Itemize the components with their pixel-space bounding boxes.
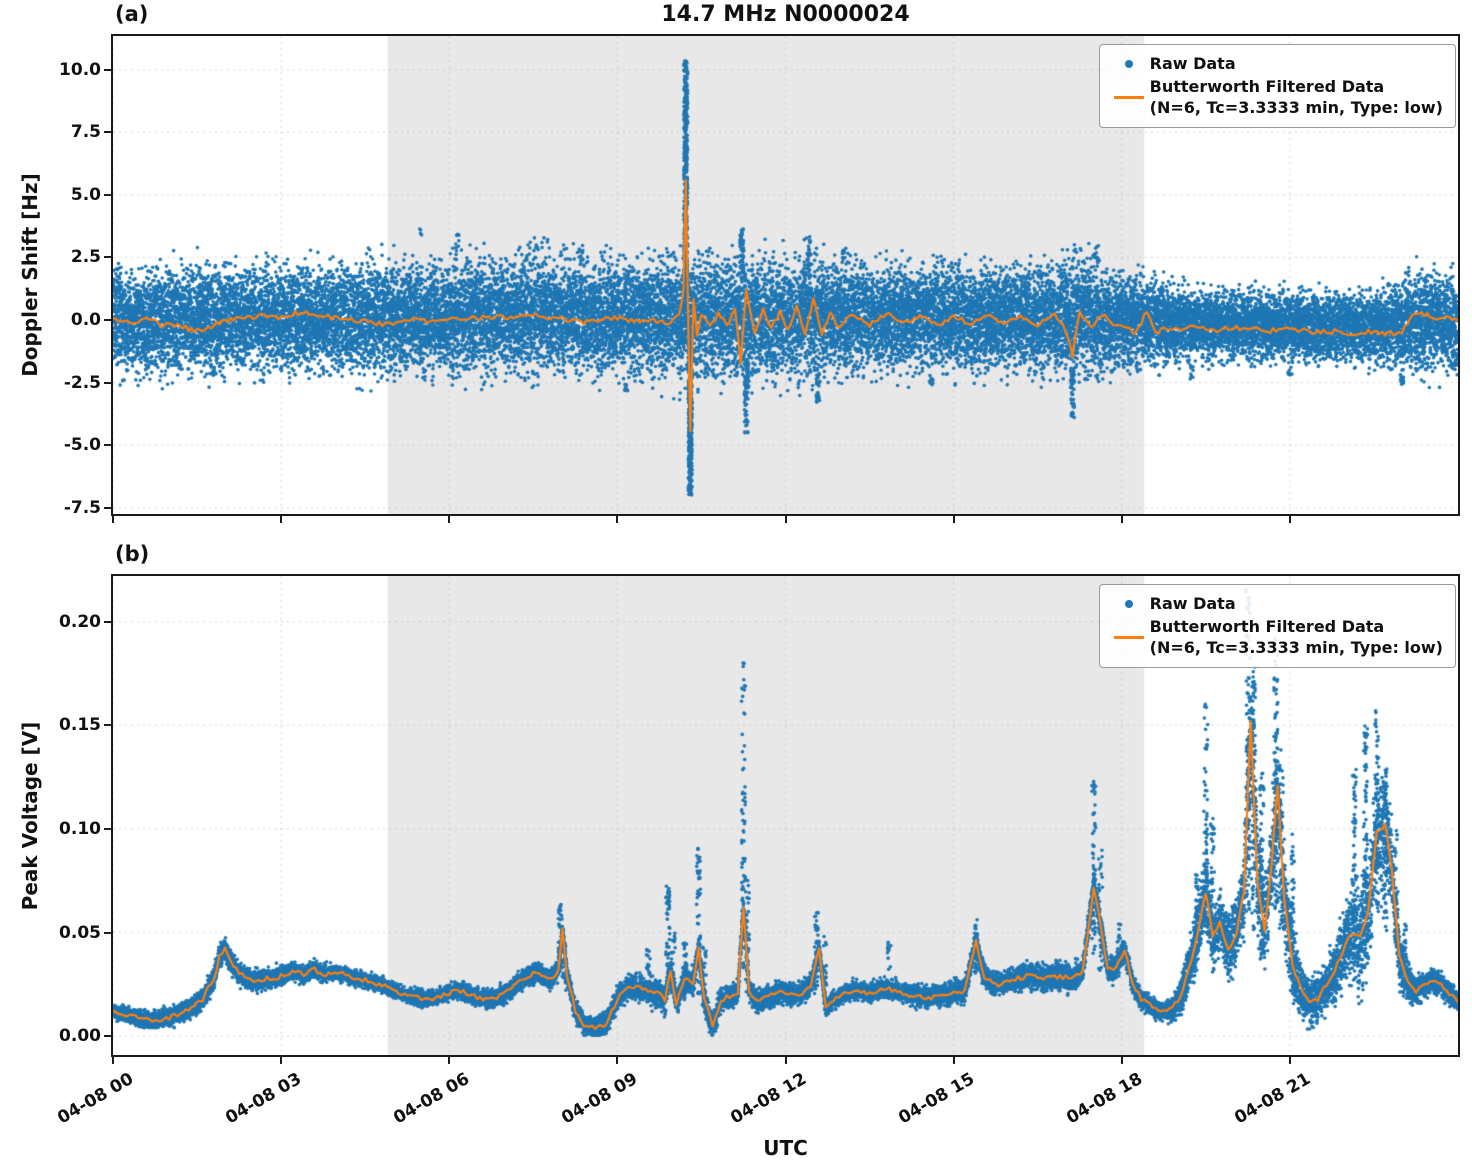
legend-filtered-label: Butterworth Filtered Data: [1149, 616, 1385, 636]
x-tick-label: 04-08 18: [1063, 1069, 1146, 1129]
x-tick-mark: [616, 516, 619, 523]
x-tick-mark: [1288, 1057, 1291, 1064]
legend-filtered-label: Butterworth Filtered Data: [1149, 76, 1385, 96]
y-tick-label: 0.15: [59, 715, 101, 736]
x-tick-label: 04-08 06: [390, 1069, 474, 1129]
legend-raw-label: Raw Data: [1149, 54, 1236, 73]
x-tick-label: 04-08 15: [894, 1069, 978, 1129]
legend-filtered-sublabel: (N=6, Tc=3.3333 min, Type: low): [1149, 97, 1443, 117]
y-tick-label: 0.10: [59, 818, 101, 839]
x-tick-label: 04-08 12: [726, 1069, 810, 1129]
y-tick-mark: [104, 506, 111, 509]
y-tick-mark: [104, 827, 111, 830]
x-tick-mark: [784, 1057, 787, 1064]
y-tick-label: 7.5: [70, 122, 101, 143]
y-tick-label: 0.05: [59, 922, 101, 943]
y-tick-mark: [104, 131, 111, 134]
x-tick-mark: [952, 516, 955, 523]
x-tick-mark: [112, 1057, 114, 1064]
filtered-line-marker: [1113, 636, 1144, 640]
y-tick-label: -5.0: [63, 435, 101, 456]
legend-filtered-row: Butterworth Filtered Data (N=6, Tc=3.333…: [1108, 617, 1443, 659]
x-tick-mark: [1120, 1057, 1123, 1064]
panel-b-label: (b): [115, 542, 150, 566]
raw-data-dot-marker: [1124, 600, 1133, 609]
x-tick-label: 04-08 21: [1231, 1069, 1314, 1129]
legend-filtered-sublabel: (N=6, Tc=3.3333 min, Type: low): [1149, 637, 1443, 657]
x-axis-title: UTC: [763, 1136, 808, 1160]
x-tick-label: 04-08 09: [558, 1069, 642, 1129]
x-tick-mark: [616, 1057, 619, 1064]
legend-b: Raw Data Butterworth Filtered Data (N=6,…: [1098, 584, 1456, 669]
legend-raw-row: Raw Data: [1108, 54, 1443, 75]
y-tick-mark: [104, 319, 111, 322]
y-tick-label: -7.5: [63, 497, 101, 518]
x-tick-mark: [1288, 516, 1291, 523]
y-tick-label: 2.5: [70, 247, 101, 268]
x-tick-mark: [280, 1057, 283, 1064]
x-tick-label: 04-08 03: [222, 1069, 306, 1129]
x-tick-mark: [952, 1057, 955, 1064]
y-tick-mark: [104, 620, 111, 623]
x-tick-mark: [784, 516, 787, 523]
raw-data-dot-marker: [1124, 60, 1133, 69]
x-tick-label: 04-08 00: [54, 1069, 137, 1129]
legend-filtered-row: Butterworth Filtered Data (N=6, Tc=3.333…: [1108, 77, 1443, 119]
y-tick-mark: [104, 68, 111, 71]
y-tick-label: 0.00: [59, 1026, 101, 1047]
legend-a: Raw Data Butterworth Filtered Data (N=6,…: [1098, 44, 1456, 129]
x-tick-mark: [112, 516, 114, 523]
x-tick-mark: [1120, 516, 1123, 523]
y-tick-label: 0.20: [59, 611, 101, 632]
y-tick-label: 10.0: [59, 59, 101, 80]
y-tick-mark: [104, 444, 111, 447]
x-tick-mark: [280, 516, 283, 523]
panel-b-ylabel: Peak Voltage [V]: [18, 721, 42, 911]
y-tick-mark: [104, 381, 111, 384]
y-tick-label: -2.5: [63, 372, 101, 393]
panel-a-label: (a): [115, 2, 149, 26]
legend-raw-row: Raw Data: [1108, 594, 1443, 615]
x-tick-mark: [448, 1057, 451, 1064]
y-tick-mark: [104, 256, 111, 259]
y-tick-mark: [104, 724, 111, 727]
y-tick-label: 5.0: [70, 184, 101, 205]
figure-title: 14.7 MHz N0000024: [661, 2, 910, 27]
y-tick-mark: [104, 1035, 111, 1038]
filtered-line-marker: [1113, 96, 1144, 100]
y-tick-label: 0.0: [70, 310, 101, 331]
y-tick-mark: [104, 193, 111, 196]
x-tick-mark: [448, 516, 451, 523]
y-tick-mark: [104, 931, 111, 934]
legend-raw-label: Raw Data: [1149, 594, 1236, 613]
